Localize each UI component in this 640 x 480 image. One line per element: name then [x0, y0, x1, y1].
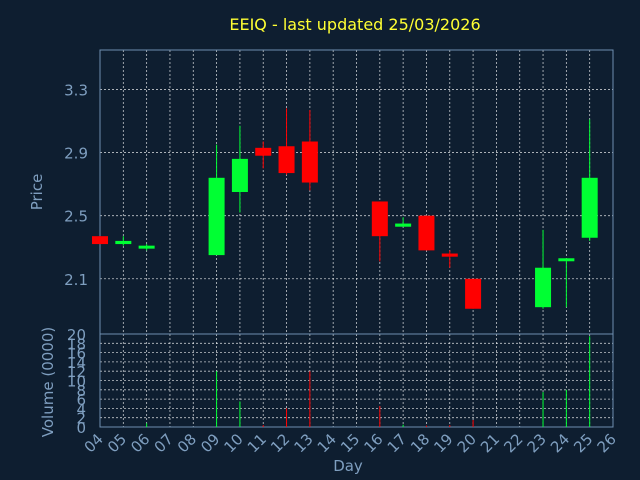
day-axis-label: Day — [333, 457, 363, 475]
day-tick-label: 06 — [127, 430, 153, 456]
candlestick — [115, 236, 132, 246]
day-tick-label: 16 — [360, 430, 386, 456]
day-tick-label: 07 — [151, 430, 177, 456]
candle-body — [92, 236, 108, 245]
candlestick — [465, 278, 482, 309]
price-tick-label: 3.3 — [64, 81, 88, 99]
day-tick-label: 18 — [407, 430, 433, 456]
day-tick-label: 13 — [290, 430, 316, 456]
candle-body — [231, 158, 248, 192]
volume-axis-label: Volume (0000) — [39, 327, 57, 437]
day-tick-label: 24 — [547, 430, 573, 456]
candle-body — [138, 245, 155, 249]
day-tick-label: 19 — [430, 430, 456, 456]
volume-tick-label: 8 — [76, 382, 86, 400]
day-tick-label: 20 — [454, 430, 480, 456]
volume-tick-label: 2 — [76, 410, 86, 428]
day-tick-label: 21 — [477, 430, 503, 456]
candlestick — [441, 250, 458, 268]
candlestick — [418, 215, 435, 251]
candle-body — [255, 147, 272, 156]
candlestick — [92, 236, 108, 245]
volume-tick-label: 0 — [76, 419, 86, 437]
price-axis-label: Price — [28, 174, 46, 211]
candle-body — [395, 223, 412, 227]
candlestick — [208, 144, 225, 256]
day-tick-label: 15 — [337, 430, 363, 456]
candlestick — [395, 217, 412, 227]
volume-tick-label: 14 — [67, 354, 86, 372]
day-tick-label: 22 — [500, 430, 526, 456]
candle-body — [465, 278, 482, 309]
day-tick-label: 08 — [174, 430, 200, 456]
candlestick — [138, 244, 155, 251]
day-tick-label: 11 — [244, 430, 270, 456]
day-tick-label: 17 — [384, 430, 410, 456]
candlestick — [581, 119, 598, 241]
volume-tick-label: 4 — [76, 400, 86, 418]
candlestick — [558, 258, 575, 308]
candlestick — [371, 201, 388, 262]
volume-tick-label: 12 — [67, 363, 86, 381]
candle-body — [115, 240, 132, 245]
candlestick — [231, 125, 248, 213]
candle-body — [581, 177, 598, 238]
candle-body — [371, 201, 388, 237]
day-tick-label: 10 — [221, 430, 247, 456]
candle-body — [301, 141, 318, 183]
volume-tick-label: 20 — [67, 326, 86, 344]
price-tick-label: 2.1 — [64, 271, 88, 289]
volume-pane-frame — [99, 333, 614, 428]
day-tick-label: 05 — [104, 430, 130, 456]
volume-tick-label: 16 — [67, 345, 86, 363]
day-tick-label: 25 — [570, 430, 596, 456]
volume-tick-label: 18 — [67, 335, 86, 353]
day-tick-label: 23 — [524, 430, 550, 456]
candle-body — [418, 215, 435, 251]
candle-body — [208, 177, 225, 256]
candle-body — [441, 253, 458, 257]
volume-tick-label: 10 — [67, 373, 86, 391]
price-tick-label: 2.9 — [64, 145, 88, 163]
volume-tick-label: 6 — [76, 391, 86, 409]
candlestick — [255, 141, 272, 169]
candle-body — [558, 258, 575, 262]
candlestick — [535, 229, 552, 309]
day-tick-label: 12 — [267, 430, 293, 456]
chart-title: EEIQ - last updated 25/03/2026 — [229, 15, 480, 34]
candlestick — [301, 109, 318, 191]
candle-body — [278, 146, 295, 174]
day-tick-label: 09 — [197, 430, 223, 456]
day-tick-label: 14 — [314, 430, 340, 456]
day-tick-label: 26 — [594, 430, 620, 456]
candle-body — [535, 267, 552, 308]
candlestick — [278, 108, 295, 175]
price-tick-label: 2.5 — [64, 208, 88, 226]
